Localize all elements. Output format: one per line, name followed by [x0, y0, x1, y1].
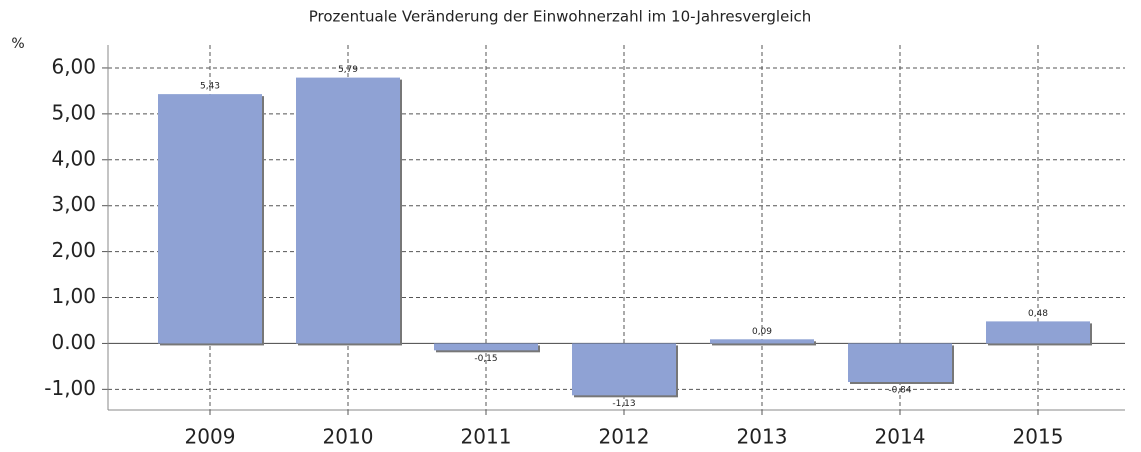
- chart-title: Prozentuale Veränderung der Einwohnerzah…: [309, 8, 812, 26]
- y-tick-label: 4,00: [51, 146, 96, 170]
- y-tick-label: 0.00: [51, 330, 96, 354]
- value-label: -1,13: [612, 399, 635, 409]
- value-label: 5,43: [200, 82, 220, 92]
- x-tick-label: 2014: [875, 425, 926, 449]
- value-label: -0,15: [474, 354, 497, 364]
- x-tick-label: 2009: [185, 425, 236, 449]
- value-label: -0,84: [888, 385, 912, 395]
- x-tick-label: 2010: [323, 425, 374, 449]
- bar: [572, 343, 676, 396]
- bar: [434, 343, 538, 351]
- x-tick-label: 2012: [599, 425, 650, 449]
- y-tick-label: 1,00: [51, 284, 96, 308]
- bar: [296, 77, 400, 344]
- value-label: 5,79: [338, 65, 358, 75]
- x-tick-label: 2013: [737, 425, 788, 449]
- bar: [710, 339, 814, 344]
- y-tick-label: 2,00: [51, 238, 96, 262]
- x-tick-label: 2015: [1013, 425, 1064, 449]
- y-tick-label: 5,00: [51, 100, 96, 124]
- x-tick-label: 2011: [461, 425, 512, 449]
- y-axis-label: %: [11, 36, 24, 52]
- bar: [986, 321, 1090, 344]
- value-label: 0,09: [752, 327, 772, 337]
- y-tick-label: -1,00: [44, 376, 96, 400]
- y-tick-label: 3,00: [51, 192, 96, 216]
- bar: [848, 343, 952, 382]
- bar: [158, 94, 262, 344]
- y-tick-label: 6,00: [51, 54, 96, 78]
- value-label: 0,48: [1028, 309, 1048, 319]
